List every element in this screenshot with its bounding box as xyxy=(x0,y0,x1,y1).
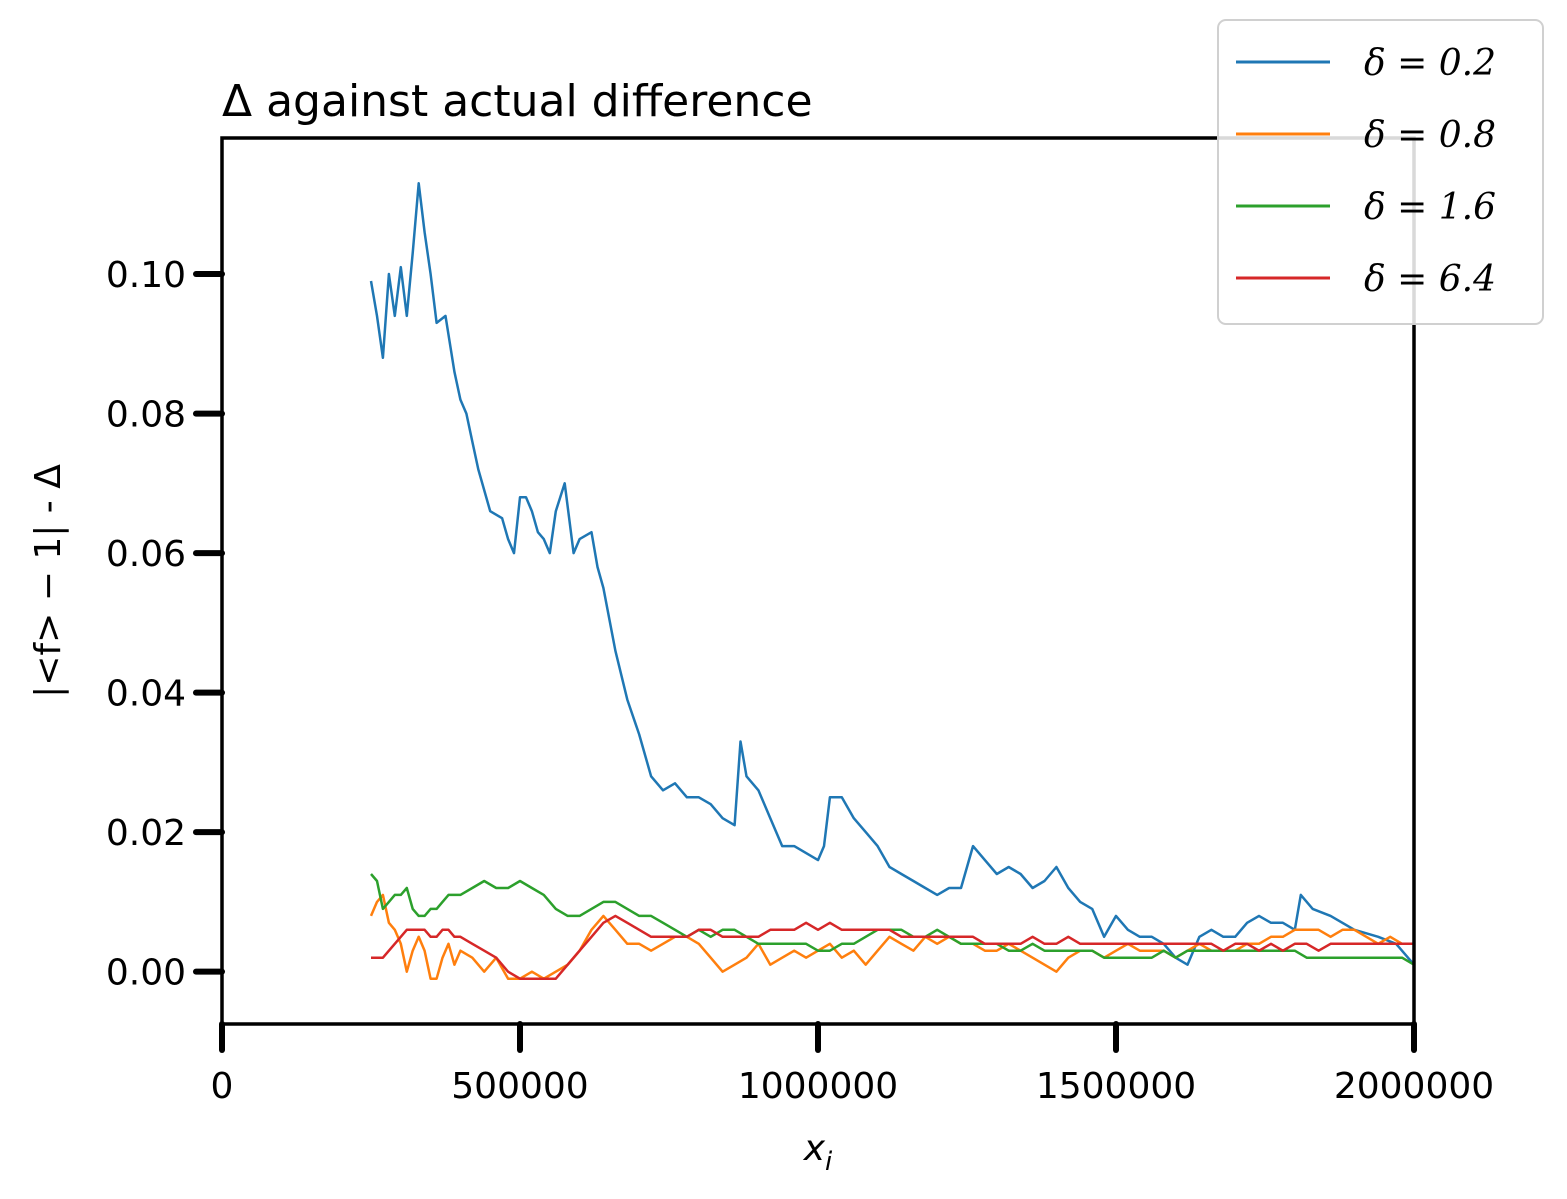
y-tick-label: 0.02 xyxy=(106,813,186,854)
x-tick-label: 1500000 xyxy=(1036,1066,1196,1107)
chart-title: Δ against actual difference xyxy=(222,76,813,127)
legend-label: δ = 0.2 xyxy=(1364,43,1496,84)
x-tick-label: 0 xyxy=(211,1066,234,1107)
y-tick-label: 0.00 xyxy=(106,953,186,994)
legend: δ = 0.2 δ = 0.8 δ = 1.6 δ = 6.4 xyxy=(1217,19,1544,325)
y-tick-label: 0.04 xyxy=(106,674,186,715)
legend-label: δ = 6.4 xyxy=(1364,259,1496,300)
y-tick-label: 0.08 xyxy=(106,395,186,436)
y-tick-label: 0.06 xyxy=(106,534,186,575)
legend-box xyxy=(1217,19,1544,325)
series-line-4 xyxy=(371,914,1414,980)
series-group xyxy=(369,182,1415,980)
legend-label: δ = 1.6 xyxy=(1364,187,1496,228)
series-line-3 xyxy=(370,873,1415,966)
x-tick-label: 500000 xyxy=(451,1066,588,1107)
x-tick-label: 1000000 xyxy=(738,1066,898,1107)
y-axis-label: |<f> − 1| - Δ xyxy=(28,464,69,698)
x-axis-label: xi xyxy=(803,1128,833,1177)
x-axis: 0 500000 1000000 1500000 2000000 xyxy=(211,1021,1494,1107)
y-axis: 0.00 0.02 0.04 0.06 0.08 0.10 xyxy=(106,255,225,994)
y-tick-label: 0.10 xyxy=(106,255,186,296)
x-tick-label: 2000000 xyxy=(1334,1066,1494,1107)
series-line-1 xyxy=(369,182,1415,966)
series-line-2 xyxy=(369,893,1414,980)
legend-label: δ = 0.8 xyxy=(1364,115,1496,156)
